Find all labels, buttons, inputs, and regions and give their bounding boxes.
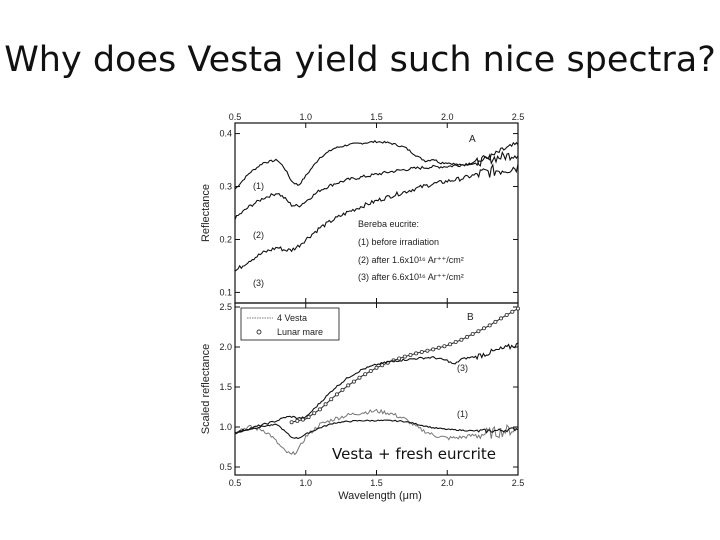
b-x-tick-label: 2.0: [441, 478, 454, 488]
a-y-tick-label: 0.2: [219, 234, 232, 244]
series-a-2: [234, 150, 519, 220]
b-y-tick-label: 2.0: [219, 342, 232, 352]
lunar-mare-point: [459, 337, 464, 342]
b-y-tick-label: 1.0: [219, 422, 232, 432]
panel-a-series-3-label: (3): [253, 278, 264, 288]
panel-b-label: B: [467, 312, 474, 323]
spectra-figure: 0.5 1.0 1.5 2.0 2.5 0.4 0.3 0.2 0.1 A Reflectan…: [200, 112, 525, 502]
lunar-mare-point: [340, 387, 345, 392]
lunar-mare-point: [408, 352, 413, 357]
panel-a-ylabel: Reflectance: [200, 184, 212, 242]
a-top-tick-label: 2.0: [441, 112, 454, 122]
panel-a-label: A: [469, 134, 476, 145]
lunar-mare-point: [465, 334, 470, 339]
lunar-mare-point: [289, 420, 294, 425]
lunar-mare-point: [397, 356, 402, 361]
b-y-tick-label: 0.5: [219, 462, 232, 472]
figure-caption: Vesta + fresh eurcrite: [330, 445, 499, 463]
b-x-tick-label: 0.5: [229, 478, 242, 488]
legend-entry-vesta: 4 Vesta: [277, 313, 307, 323]
lunar-mare-point: [504, 312, 509, 317]
panel-b-x-ticks: 0.5 1.0 1.5 2.0 2.5: [229, 303, 525, 488]
lunar-mare-point: [419, 349, 424, 354]
panel-a-series-2-label: (2): [253, 230, 264, 240]
legend-entry-2: (2) after 1.6x10¹⁶ Ar⁺⁺/cm²: [358, 255, 464, 265]
panel-a-y-ticks: 0.4 0.3 0.2 0.1: [219, 129, 518, 297]
series-b-1: [235, 408, 519, 456]
legend-entry-lunar: Lunar mare: [277, 327, 323, 337]
lunar-mare-point: [402, 354, 407, 359]
panel-a-legend: Bereba eucrite: (1) before irradiation (…: [358, 219, 464, 282]
lunar-mare-point: [368, 368, 373, 373]
lunar-mare-point: [487, 323, 492, 328]
lunar-mare-point: [295, 418, 300, 423]
b-x-tick-label: 1.0: [299, 478, 312, 488]
lunar-mare-point: [374, 365, 379, 370]
b-y-tick-label: 1.5: [219, 382, 232, 392]
lunar-mare-point: [300, 417, 305, 422]
a-top-tick-label: 1.0: [299, 112, 312, 122]
lunar-mare-point: [323, 402, 328, 407]
b-y-tick-label: 2.5: [219, 302, 232, 312]
a-y-tick-label: 0.4: [219, 129, 232, 139]
a-y-tick-label: 0.3: [219, 182, 232, 192]
lunar-mare-point: [431, 347, 436, 352]
series-b-2: [234, 419, 519, 440]
lunar-mare-point: [312, 411, 317, 416]
series-a-3: [234, 163, 519, 272]
legend-title: Bereba eucrite:: [358, 219, 419, 229]
b-x-tick-label: 2.5: [512, 478, 525, 488]
panel-a-series-1-label: (1): [253, 181, 264, 191]
lunar-mare-point: [317, 407, 322, 412]
a-top-tick-label: 2.5: [512, 112, 525, 122]
lunar-mare-point: [357, 375, 362, 380]
lunar-mare-point: [476, 329, 481, 334]
panel-b-y-ticks: 2.5 2.0 1.5 1.0 0.5: [219, 302, 518, 472]
panel-a-series: [234, 139, 519, 272]
lunar-mare-point: [498, 316, 503, 321]
panel-b-ylabel: Scaled reflectance: [200, 344, 212, 435]
lunar-mare-point: [453, 339, 458, 344]
b-x-tick-label: 1.5: [370, 478, 383, 488]
panel-b-legend: 4 Vesta Lunar mare: [240, 307, 340, 341]
panel-a: 0.4 0.3 0.2 0.1 A Reflectance (1) (2) (3) B…: [200, 122, 519, 304]
lunar-mare-point: [470, 331, 475, 336]
lunar-mare-point: [380, 363, 385, 368]
panel-b: 2.5 2.0 1.5 1.0 0.5 0.5 1.0 1.5 2.0 2.5 B Scaled…: [200, 302, 524, 502]
legend-lunar-marker: [256, 329, 262, 335]
lunar-mare-point: [363, 372, 368, 377]
panel-b-series-3-label: (3): [457, 363, 468, 373]
lunar-mare-point: [436, 345, 441, 350]
lunar-mare-point: [442, 344, 447, 349]
lunar-mare-point: [329, 397, 334, 402]
a-top-tick-label: 1.5: [370, 112, 383, 122]
lunar-mare-point: [414, 351, 419, 356]
lunar-mare-point: [306, 415, 311, 420]
a-top-tick-label: 0.5: [229, 112, 242, 122]
legend-entry-3: (3) after 6.6x10¹⁶ Ar⁺⁺/cm²: [358, 272, 464, 282]
lunar-mare-point: [515, 306, 520, 311]
lunar-mare-point: [493, 319, 498, 324]
lunar-mare-point: [334, 392, 339, 397]
lunar-mare-point: [510, 309, 515, 314]
panel-a-top-tick-labels: 0.5 1.0 1.5 2.0 2.5: [229, 112, 525, 122]
lunar-mare-point: [425, 348, 430, 353]
panel-b-series-1-label: (1): [457, 409, 468, 419]
panel-b-series: [234, 306, 520, 456]
series-b-4: [234, 342, 519, 434]
series-a-1: [234, 139, 519, 190]
lunar-mare-point: [346, 383, 351, 388]
slide-title: Why does Vesta yield such nice spectra?: [4, 40, 716, 80]
panel-b-xlabel: Wavelength (μm): [338, 490, 422, 502]
legend-entry-1: (1) before irradiation: [358, 237, 439, 247]
lunar-mare-point: [448, 342, 453, 347]
lunar-mare-point: [481, 326, 486, 331]
panel-b-legend-box: [240, 307, 340, 341]
panel-a-x-ticks: [234, 123, 519, 303]
a-y-tick-label: 0.1: [219, 287, 232, 297]
lunar-mare-point: [351, 379, 356, 384]
